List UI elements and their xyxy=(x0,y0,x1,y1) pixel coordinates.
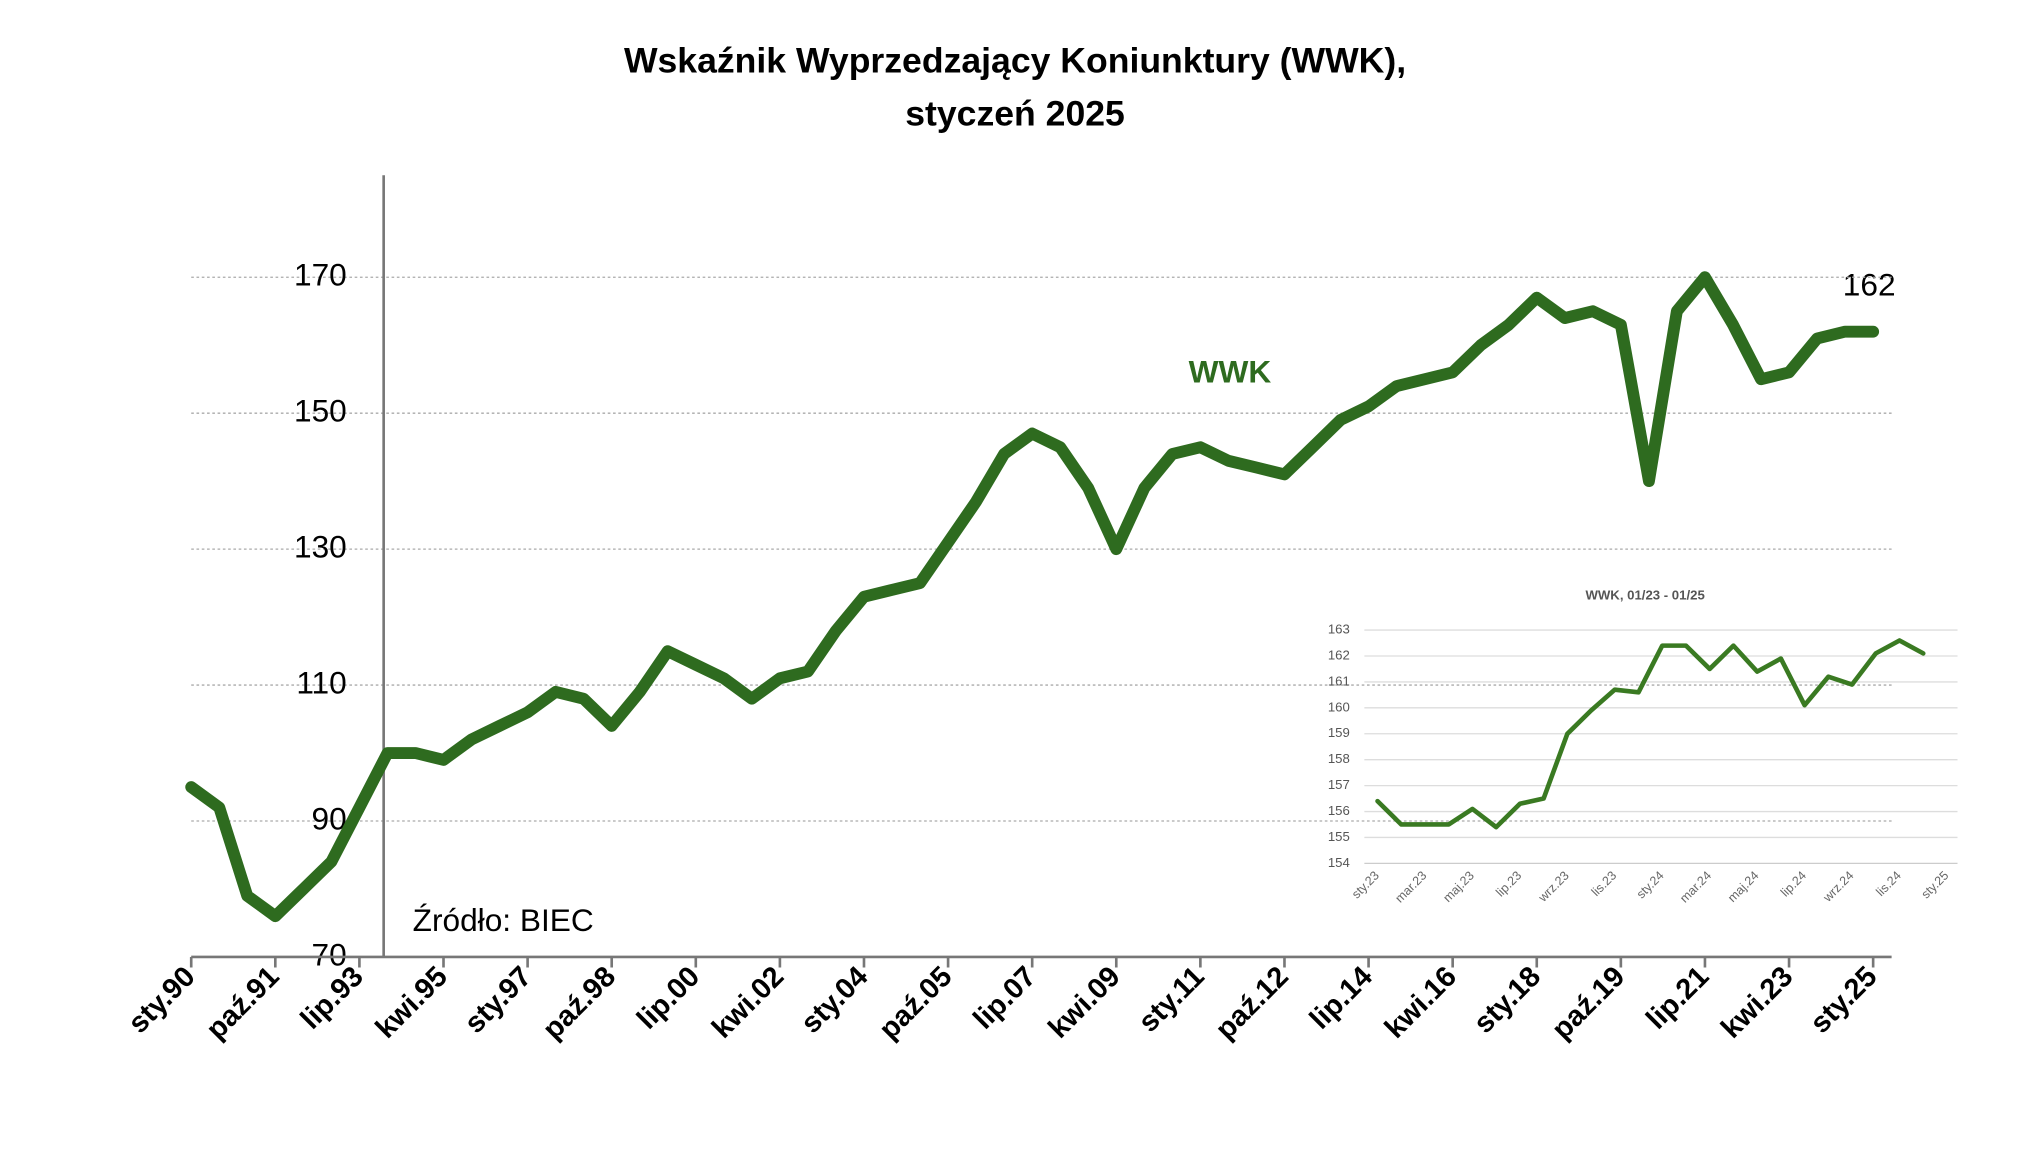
x-tick-label: kwi.23 xyxy=(1715,961,1799,1045)
x-tick-label: sty.11 xyxy=(1133,961,1211,1039)
source-note: Źródło: BIEC xyxy=(413,902,594,938)
x-tick-label: sty.25 xyxy=(1919,868,1952,901)
inset-title: WWK, 01/23 - 01/25 xyxy=(1585,587,1704,602)
y-tick-label: 90 xyxy=(312,800,347,836)
x-tick-label: paź.98 xyxy=(537,961,622,1046)
x-tick-label: sty.18 xyxy=(1468,961,1547,1040)
y-tick-label: 156 xyxy=(1328,803,1350,818)
x-tick-label: sty.23 xyxy=(1349,868,1382,901)
y-tick-label: 160 xyxy=(1328,699,1350,714)
x-tick-label: lip.24 xyxy=(1778,868,1809,899)
end-value-label: 162 xyxy=(1843,267,1896,303)
y-tick-label: 110 xyxy=(296,664,346,700)
x-tick-label: maj.23 xyxy=(1440,868,1476,904)
x-tick-label: kwi.09 xyxy=(1042,961,1126,1045)
x-tick-label: paź.91 xyxy=(200,961,285,1046)
x-tick-label: sty.90 xyxy=(122,961,201,1040)
x-tick-label: lip.21 xyxy=(1640,961,1715,1036)
y-tick-label: 163 xyxy=(1328,622,1350,637)
x-tick-label: paź.05 xyxy=(873,961,958,1046)
y-tick-label: 170 xyxy=(294,257,347,293)
series-line xyxy=(185,271,1880,923)
y-tick-label: 159 xyxy=(1328,725,1350,740)
series-label: WWK xyxy=(1189,354,1272,390)
y-tick-label: 158 xyxy=(1328,751,1350,766)
x-tick-label: lip.07 xyxy=(968,961,1043,1036)
chart-title: Wskaźnik Wyprzedzający Koniunktury (WWK)… xyxy=(624,41,1406,81)
series-line xyxy=(1375,638,1926,830)
x-tick-label: paź.12 xyxy=(1210,961,1295,1046)
x-tick-label: lip.23 xyxy=(1493,868,1524,899)
x-tick-label: lis.24 xyxy=(1873,868,1904,899)
x-tick-label: mar.24 xyxy=(1677,868,1714,905)
y-tick-label: 155 xyxy=(1328,829,1350,844)
y-tick-label: 70 xyxy=(312,936,347,972)
x-tick-label: kwi.95 xyxy=(370,961,454,1045)
x-tick-label: lip.00 xyxy=(631,961,706,1036)
x-tick-label: sty.24 xyxy=(1634,868,1667,901)
x-tick-label: kwi.02 xyxy=(706,961,790,1045)
x-tick-label: mar.23 xyxy=(1392,868,1429,905)
y-tick-label: 150 xyxy=(294,393,347,429)
x-tick-label: lis.23 xyxy=(1589,868,1620,899)
y-tick-label: 130 xyxy=(294,529,347,565)
x-tick-label: maj.24 xyxy=(1725,868,1761,904)
x-tick-label: kwi.16 xyxy=(1379,961,1463,1045)
x-tick-label: wrz.23 xyxy=(1535,868,1572,905)
y-tick-label: 157 xyxy=(1328,777,1350,792)
chart-subtitle: styczeń 2025 xyxy=(905,93,1125,133)
x-tick-label: sty.04 xyxy=(795,961,874,1040)
y-tick-label: 154 xyxy=(1328,855,1350,870)
x-tick-label: wrz.24 xyxy=(1820,868,1857,905)
x-tick-label: sty.97 xyxy=(459,961,538,1040)
x-tick-label: sty.25 xyxy=(1804,961,1883,1040)
x-tick-label: paź.19 xyxy=(1546,961,1631,1046)
x-tick-label: lip.14 xyxy=(1304,961,1379,1036)
y-tick-label: 162 xyxy=(1328,647,1350,662)
y-tick-label: 161 xyxy=(1328,673,1350,688)
